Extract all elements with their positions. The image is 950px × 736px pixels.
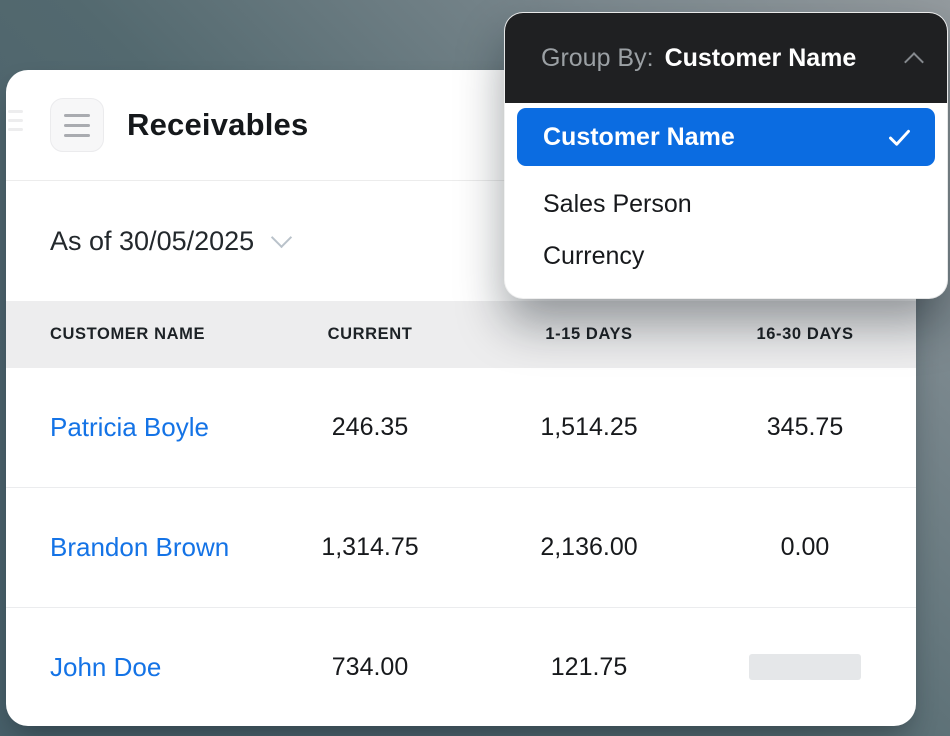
current-value: 1,314.75 (321, 533, 419, 561)
customer-name-link[interactable]: John Doe (50, 651, 162, 682)
as-of-date-label: As of 30/05/2025 (50, 225, 255, 256)
group-by-options: Customer Name Sales Person Currency (505, 103, 947, 298)
check-icon (889, 129, 910, 146)
option-sales-person[interactable]: Sales Person (517, 178, 935, 230)
table-header-row: CUSTOMER NAME CURRENT 1-15 DAYS 16-30 DA… (6, 301, 916, 368)
days-1-15-value: 121.75 (550, 652, 628, 681)
as-of-row: As of 30/05/2025 (6, 181, 916, 301)
page-title: Receivables (127, 107, 309, 142)
card-header: Receivables (6, 70, 916, 181)
group-by-selected-value: Customer Name (664, 43, 857, 72)
column-header-customer-name: CUSTOMER NAME (50, 325, 206, 343)
option-currency[interactable]: Currency (517, 230, 935, 282)
current-value: 734.00 (331, 652, 409, 681)
group-by-label: Group By: (541, 43, 654, 72)
column-header-16-30-days: 16-30 DAYS (756, 325, 854, 343)
group-by-trigger[interactable]: Group By: Customer Name (505, 13, 947, 103)
group-by-dropdown: Group By: Customer Name Customer Name Sa… (505, 13, 947, 298)
column-header-current: CURRENT (327, 325, 413, 343)
stacked-card-menu-icon (8, 110, 23, 131)
table-row: Patricia Boyle 246.35 1,514.25 345.75 (6, 368, 916, 488)
days-16-30-value: 0.00 (780, 533, 830, 561)
customer-name-link[interactable]: Brandon Brown (50, 532, 230, 562)
option-label: Currency (543, 241, 645, 270)
chevron-up-icon (904, 52, 924, 72)
days-1-15-value: 2,136.00 (540, 533, 638, 561)
loading-placeholder (749, 654, 861, 680)
menu-icon (64, 113, 90, 117)
table-row: Brandon Brown 1,314.75 2,136.00 0.00 (6, 488, 916, 608)
table-row: John Doe 734.00 121.75 (6, 608, 916, 726)
days-16-30-cell (694, 654, 916, 680)
option-label: Sales Person (543, 189, 692, 218)
chevron-down-icon (271, 226, 293, 248)
option-customer-name[interactable]: Customer Name (517, 108, 935, 166)
option-label: Customer Name (543, 122, 735, 151)
column-header-1-15-days: 1-15 DAYS (545, 325, 633, 343)
days-16-30-value: 345.75 (766, 413, 844, 441)
customer-name-link[interactable]: Patricia Boyle (50, 412, 209, 442)
as-of-date-selector[interactable]: As of 30/05/2025 (50, 225, 293, 257)
menu-button[interactable] (50, 98, 104, 152)
days-1-15-value: 1,514.25 (540, 413, 638, 441)
current-value: 246.35 (331, 413, 409, 441)
